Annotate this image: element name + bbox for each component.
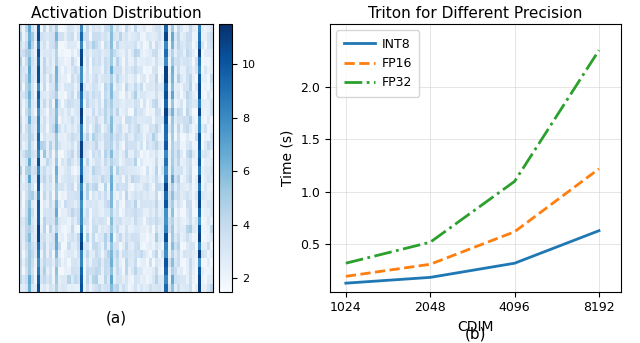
FP16 — [342, 274, 349, 279]
FP32 — [595, 48, 603, 52]
FP32 — [426, 240, 434, 244]
Y-axis label: Time (s): Time (s) — [281, 130, 295, 186]
Title: Activation Distribution: Activation Distribution — [31, 7, 201, 22]
INT8 — [511, 261, 518, 265]
X-axis label: CDIM: CDIM — [457, 320, 493, 334]
FP32 — [342, 261, 349, 265]
Line: FP32: FP32 — [346, 50, 599, 263]
FP16 — [511, 230, 518, 234]
INT8 — [342, 281, 349, 285]
Line: INT8: INT8 — [346, 231, 599, 283]
INT8 — [426, 275, 434, 280]
INT8 — [595, 229, 603, 233]
Line: FP16: FP16 — [346, 169, 599, 276]
FP16 — [426, 262, 434, 266]
Legend: INT8, FP16, FP32: INT8, FP16, FP32 — [337, 30, 419, 97]
FP32 — [511, 179, 518, 184]
Text: (b): (b) — [465, 326, 486, 341]
Text: (a): (a) — [106, 310, 127, 325]
Title: Triton for Different Precision: Triton for Different Precision — [368, 7, 582, 22]
FP16 — [595, 167, 603, 171]
